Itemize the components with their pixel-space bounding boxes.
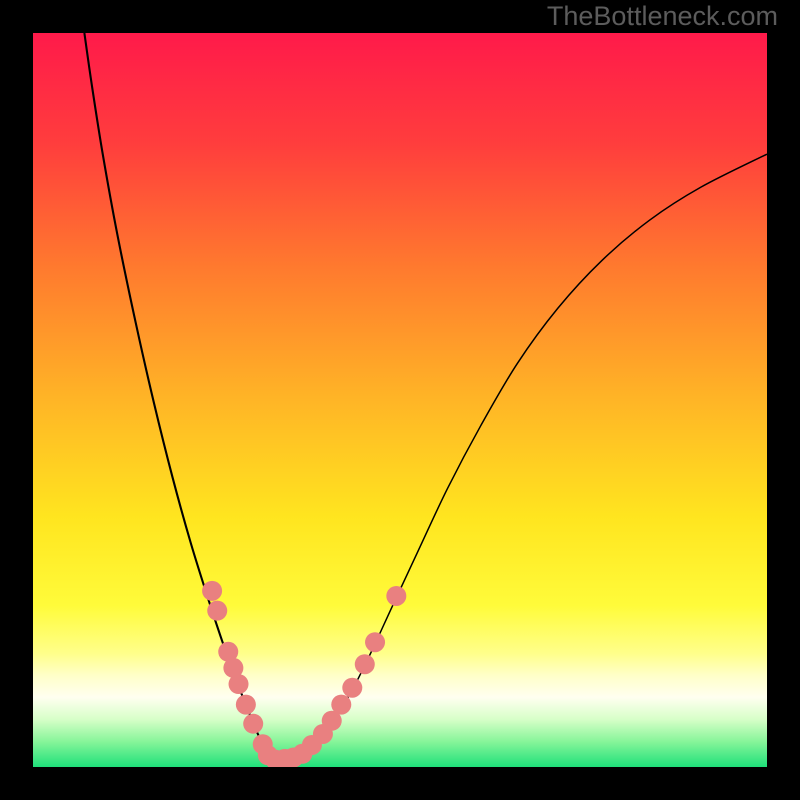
marker-dot bbox=[331, 695, 351, 715]
marker-dot bbox=[355, 654, 375, 674]
watermark-text: TheBottleneck.com bbox=[547, 1, 778, 32]
marker-dot bbox=[365, 632, 385, 652]
marker-dot bbox=[386, 586, 406, 606]
gradient-background bbox=[33, 33, 767, 767]
stage: TheBottleneck.com bbox=[0, 0, 800, 800]
plot-svg bbox=[33, 33, 767, 767]
marker-dot bbox=[207, 601, 227, 621]
marker-dot bbox=[342, 678, 362, 698]
marker-dot bbox=[229, 674, 249, 694]
marker-dot bbox=[202, 581, 222, 601]
marker-dot bbox=[236, 695, 256, 715]
marker-dot bbox=[243, 714, 263, 734]
